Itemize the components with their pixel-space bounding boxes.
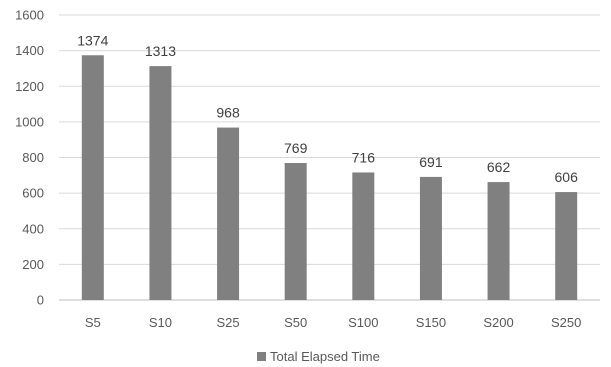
bar-s25 [217,127,240,300]
x-tick-label: S100 [348,315,378,330]
data-label-s25: 968 [216,105,240,121]
x-tick-label: S25 [216,315,239,330]
y-tick-label: 0 [37,293,44,308]
legend-swatch [257,352,266,361]
gridlines [59,14,600,301]
y-tick-label: 1000 [15,114,44,129]
y-tick-label: 400 [22,221,44,236]
data-label-s50: 769 [284,140,308,156]
y-tick-label: 600 [22,186,44,201]
bar-s50 [284,163,307,300]
data-label-s100: 716 [352,149,376,165]
y-tick-label: 1600 [15,8,44,23]
bar-s200 [487,182,510,300]
data-label-s200: 662 [487,159,511,175]
x-tick-label: S200 [483,315,513,330]
data-label-s250: 606 [555,169,579,185]
bar-s150 [419,176,442,300]
bar-s100 [352,172,375,300]
x-tick-label: S150 [416,315,446,330]
y-tick-label: 200 [22,257,44,272]
bar-s10 [149,66,172,300]
y-tick-label: 1400 [15,43,44,58]
data-label-s150: 691 [419,154,443,170]
y-tick-label: 1200 [15,79,44,94]
y-tick-label: 800 [22,150,44,165]
data-label-s5: 1374 [77,32,108,48]
data-labels: 1374 1313 968 769 716 691 662 606 [77,32,578,185]
bar-s250 [555,192,578,300]
legend: Total Elapsed Time [257,349,380,364]
x-tick-label: S10 [149,315,172,330]
bars [81,55,578,300]
x-tick-label: S5 [85,315,101,330]
bar-s5 [81,55,104,300]
data-label-s10: 1313 [145,43,176,59]
x-tick-label: S250 [551,315,581,330]
x-axis-ticks: S5 S10 S25 S50 S100 S150 S200 S250 [85,315,582,330]
y-axis-ticks: 0 200 400 600 800 1000 1200 1400 1600 [15,8,44,308]
legend-label: Total Elapsed Time [270,349,380,364]
x-tick-label: S50 [284,315,307,330]
